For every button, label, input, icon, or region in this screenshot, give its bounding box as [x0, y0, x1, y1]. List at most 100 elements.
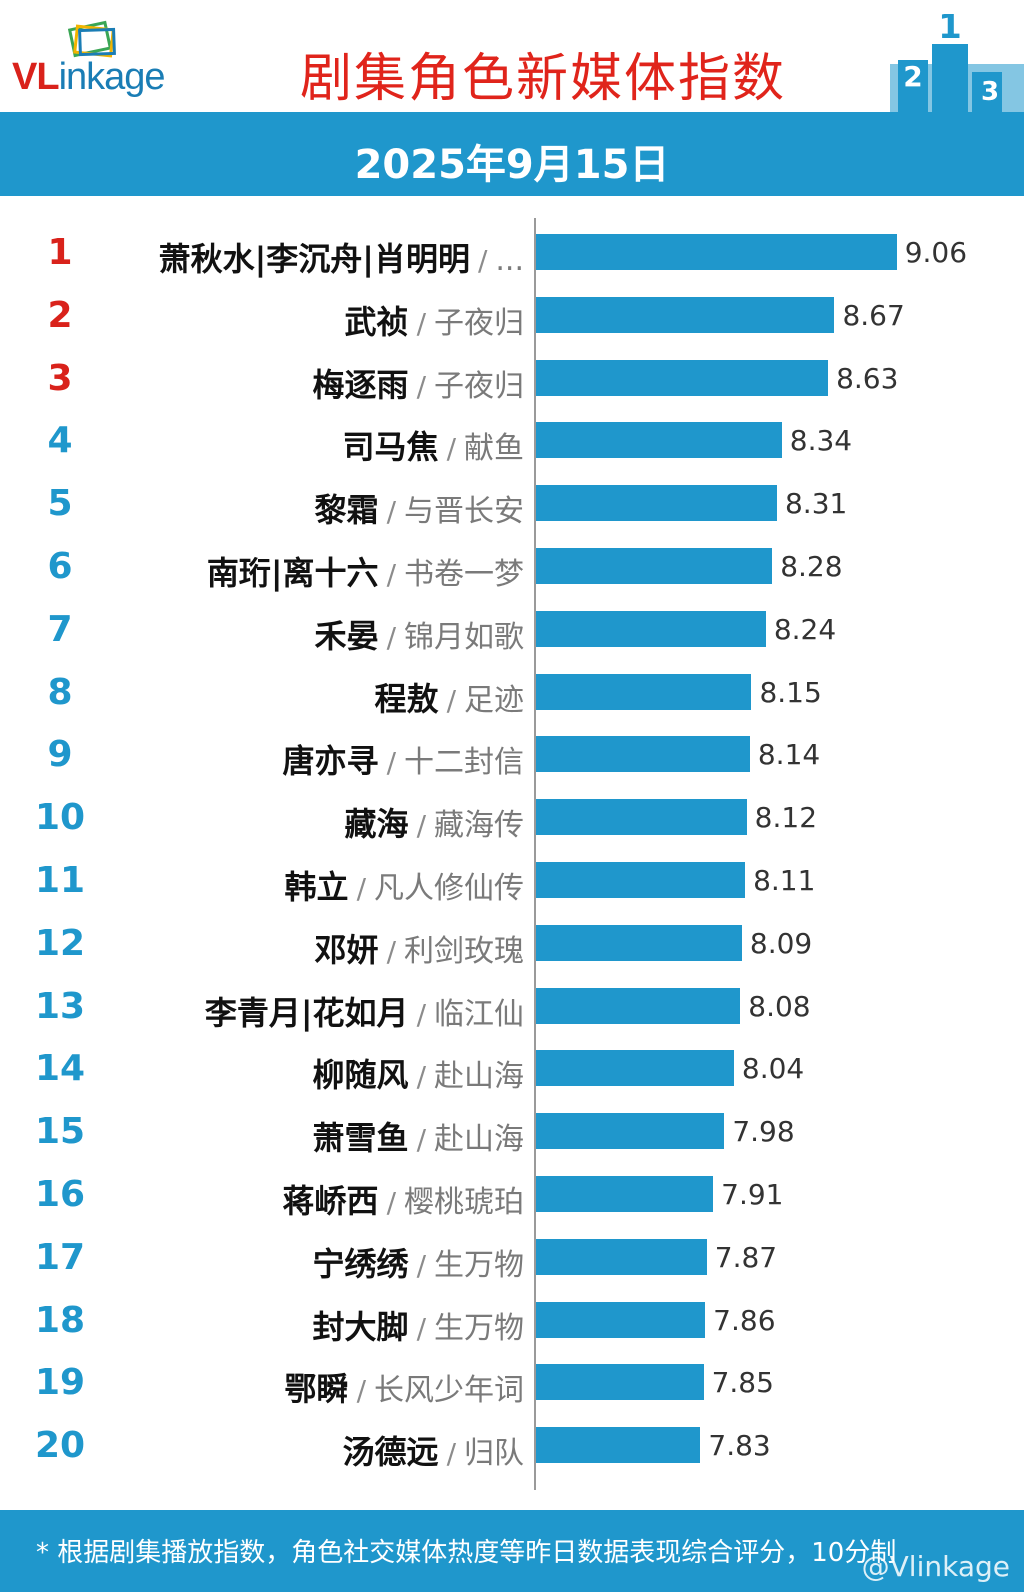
row-label: 唐亦寻 / 十二封信 [283, 736, 524, 782]
bar [536, 1050, 734, 1087]
row-label: 封大脚 / 生万物 [313, 1302, 524, 1348]
character-name: 禾晏 [314, 616, 379, 655]
character-name: 封大脚 [312, 1307, 409, 1346]
character-name: 韩立 [284, 868, 349, 906]
chart-row: 15 萧雪鱼 / 赴山海 7.98 [0, 1109, 1024, 1159]
podium-icon: 2 1 3 [890, 14, 1024, 112]
show-name: 十二封信 [404, 745, 524, 781]
rank-number: 20 [34, 1425, 86, 1467]
character-name: 邓妍 [314, 930, 379, 969]
bar [536, 862, 746, 898]
bar-value-label: 8.04 [741, 1052, 805, 1086]
row-label: 邓妍 / 利剑玫瑰 [315, 925, 524, 971]
bar [536, 485, 777, 522]
bar-value-label: 8.09 [749, 926, 813, 960]
separator: / [416, 809, 426, 843]
show-name: 长风少年词 [374, 1373, 524, 1409]
show-name: 临江仙 [434, 996, 524, 1032]
rank-number: 14 [34, 1048, 86, 1090]
separator: / [386, 934, 396, 968]
row-label: 司马焦 / 献鱼 [343, 422, 524, 468]
character-name: 黎霜 [314, 491, 379, 530]
chart-row: 10 藏海 / 藏海传 8.12 [0, 795, 1024, 845]
bar-value-label: 8.67 [842, 298, 905, 332]
row-label: 韩立 / 凡人修仙传 [285, 862, 524, 908]
show-name: 足迹 [464, 682, 524, 718]
row-label: 柳随风 / 赴山海 [313, 1050, 524, 1096]
logo-cards-icon [67, 20, 116, 58]
rank-number: 17 [34, 1236, 86, 1278]
bar [536, 1364, 704, 1401]
chart-row: 6 南珩|离十六 / 书卷一梦 8.28 [0, 544, 1024, 594]
bar [536, 296, 835, 333]
rank-number: 4 [47, 420, 73, 462]
bar-value-label: 9.06 [904, 236, 968, 269]
bar [536, 359, 829, 396]
rank-number: 11 [34, 860, 86, 901]
bar [536, 736, 750, 773]
podium-number-1: 1 [938, 14, 962, 47]
rank-number: 2 [47, 294, 73, 336]
rank-number: 12 [34, 922, 86, 964]
bar-value-label: 8.11 [753, 864, 816, 897]
chart-row: 1 萧秋水|李沉舟|肖明明 /... 9.06 [0, 230, 1024, 280]
bar [536, 799, 747, 836]
show-name: 凡人修仙传 [374, 871, 524, 906]
rank-number: 7 [47, 608, 73, 650]
row-label: 萧雪鱼 / 赴山海 [313, 1113, 524, 1159]
show-name: 樱桃琥珀 [404, 1185, 524, 1220]
bar [536, 1301, 706, 1338]
show-name: 藏海传 [434, 808, 524, 844]
character-name: 汤德远 [342, 1433, 439, 1472]
separator: / [446, 683, 456, 717]
footer-bar: * 根据剧集播放指数，角色社交媒体热度等昨日数据表现综合评分，10分制 @Vli… [0, 1510, 1024, 1592]
show-name: 生万物 [434, 1247, 524, 1283]
chart-row: 4 司马焦 / 献鱼 8.34 [0, 418, 1024, 468]
chart-row: 2 武祯 / 子夜归 8.67 [0, 293, 1024, 343]
chart-row: 14 柳随风 / 赴山海 8.04 [0, 1046, 1024, 1096]
bar-value-label: 8.14 [757, 738, 821, 772]
podium-number-2: 2 [903, 60, 922, 93]
separator: / [386, 558, 396, 591]
page-title: 剧集角色新媒体指数 [300, 49, 787, 109]
bar-value-label: 7.91 [721, 1178, 784, 1211]
row-label: 萧秋水|李沉舟|肖明明 /... [159, 234, 524, 280]
podium-number-3: 3 [981, 77, 999, 107]
rank-number: 19 [34, 1362, 86, 1404]
separator: / [386, 495, 396, 529]
show-name: 锦月如歌 [404, 619, 524, 655]
row-label: 汤德远 / 归队 [343, 1427, 524, 1473]
separator: / [416, 1123, 426, 1157]
separator: / [416, 306, 426, 340]
chart-row: 13 李青月|花如月 / 临江仙 8.08 [0, 984, 1024, 1034]
chart-row: 19 鄂瞬 / 长风少年词 7.85 [0, 1360, 1024, 1410]
separator: / [416, 369, 426, 403]
separator: / [386, 1186, 396, 1219]
date-band: 2025年9月15日 [0, 112, 1024, 196]
row-label: 南珩|离十六 / 书卷一梦 [207, 548, 524, 594]
separator: / [416, 1060, 426, 1094]
bar [536, 673, 752, 710]
bar-value-label: 7.83 [708, 1429, 771, 1463]
bar-value-label: 8.63 [836, 361, 899, 395]
separator: / [446, 432, 456, 466]
row-label: 梅逐雨 / 子夜归 [313, 360, 524, 406]
character-name: 武祯 [344, 302, 409, 341]
show-name: 赴山海 [434, 1059, 524, 1095]
character-name: 程敖 [374, 679, 439, 718]
rank-number: 9 [47, 734, 73, 776]
chart-row: 7 禾晏 / 锦月如歌 8.24 [0, 607, 1024, 657]
row-label: 蒋峤西 / 樱桃琥珀 [283, 1176, 524, 1222]
bar-value-label: 8.12 [754, 801, 818, 835]
bar [536, 1113, 725, 1150]
show-name: 子夜归 [434, 368, 524, 404]
chart-axis-line [534, 218, 536, 1490]
header-bar: VLinkage 剧集角色新媒体指数 2 1 3 [0, 0, 1024, 112]
rank-number: 5 [47, 483, 73, 525]
bar-value-label: 8.34 [789, 424, 853, 458]
chart-row: 20 汤德远 / 归队 7.83 [0, 1423, 1024, 1473]
character-name: 宁绣绣 [312, 1244, 409, 1283]
row-label: 宁绣绣 / 生万物 [313, 1239, 524, 1285]
bar [536, 924, 742, 961]
logo-wordmark: VLinkage [12, 56, 166, 98]
